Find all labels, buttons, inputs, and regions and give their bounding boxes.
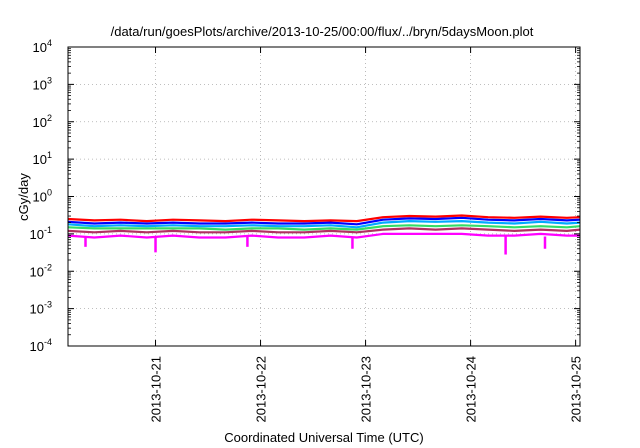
axes (67, 46, 581, 347)
series-line (67, 216, 581, 226)
x-tick-label: 2013-10-21 (149, 356, 164, 423)
series-line (67, 232, 580, 239)
series-line (67, 224, 581, 231)
y-tick-base: 10 (33, 40, 47, 55)
y-tick-exponent: -3 (44, 300, 52, 310)
y-tick-base: 10 (33, 115, 47, 130)
x-tick-label: 2013-10-23 (359, 356, 374, 423)
y-tick-exponent: 3 (47, 75, 52, 85)
y-tick-base: 10 (30, 339, 44, 354)
plot-frame (67, 46, 581, 347)
series-layer (67, 214, 581, 255)
x-axis-label: Coordinated Universal Time (UTC) (224, 430, 423, 445)
series-line (67, 220, 581, 229)
y-tick-label: 10-1 (30, 225, 52, 242)
y-tick-label: 103 (33, 75, 52, 92)
y-tick-base: 10 (33, 190, 47, 205)
y-tick-label: 102 (33, 113, 52, 130)
y-tick-exponent: -4 (44, 337, 52, 347)
chart-title: /data/run/goesPlots/archive/2013-10-25/0… (111, 24, 534, 39)
y-tick-base: 10 (33, 77, 47, 92)
y-tick-exponent: -2 (44, 262, 52, 272)
y-tick-exponent: 0 (47, 188, 52, 198)
y-axis-label: cGy/day (16, 173, 31, 221)
y-tick-label: 101 (33, 150, 52, 167)
x-tick-labels: 2013-10-21 2013-10-22 2013-10-23 2013-10-24… (149, 356, 584, 423)
y-tick-base: 10 (30, 302, 44, 317)
y-tick-label: 10-4 (30, 337, 52, 354)
x-tick-label: 2013-10-24 (464, 356, 479, 423)
series-line (67, 214, 581, 223)
grid (68, 47, 580, 346)
x-tick-label: 2013-10-22 (254, 356, 269, 423)
y-tick-label: 100 (33, 188, 52, 205)
y-tick-exponent: 1 (47, 150, 52, 160)
y-tick-exponent: 4 (47, 38, 52, 48)
x-tick-label: 2013-10-25 (569, 356, 584, 423)
y-tick-label: 104 (33, 38, 52, 55)
y-tick-base: 10 (30, 227, 44, 242)
y-tick-base: 10 (33, 152, 47, 167)
y-tick-label: 10-3 (30, 300, 52, 317)
y-tick-label: 10-2 (30, 262, 52, 279)
y-tick-base: 10 (30, 264, 44, 279)
series-line (67, 227, 581, 234)
y-tick-exponent: 2 (47, 113, 52, 123)
y-tick-exponent: -1 (44, 225, 52, 235)
